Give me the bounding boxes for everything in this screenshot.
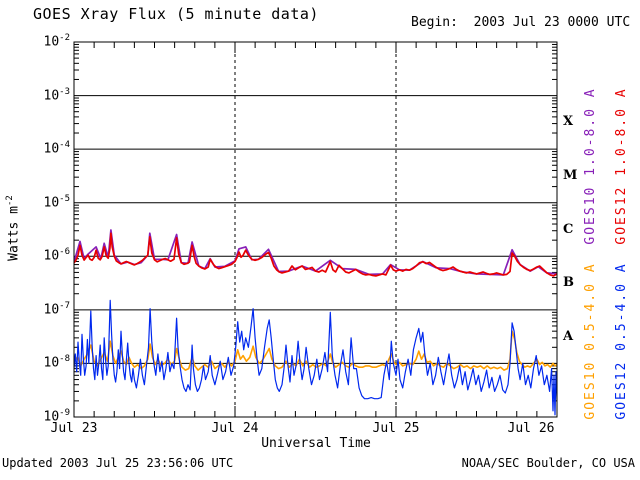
y-tick-label: 10-5 — [43, 193, 71, 211]
x-axis-label: Universal Time — [261, 436, 371, 451]
legend-goes12-long: GOES12 1.0-8.0 A — [613, 87, 629, 245]
x-tick-label: Jul 25 — [372, 421, 420, 436]
chart-title: GOES Xray Flux (5 minute data) — [33, 5, 319, 23]
x-tick-label: Jul 23 — [50, 421, 98, 436]
y-tick-label: 10-6 — [43, 247, 71, 264]
x-tick-label: Jul 24 — [211, 421, 259, 436]
x-tick-label: Jul 26 — [507, 421, 555, 436]
series-goes10-1-0-8-0-a — [74, 229, 557, 276]
series-goes12-1-0-8-0-a — [74, 232, 557, 277]
series-goes10-0-5-4-0-a — [74, 330, 557, 371]
y-tick-label: 10-8 — [43, 354, 71, 371]
y-tick-label: 10-9 — [43, 408, 71, 425]
flare-class-letter: A — [563, 328, 574, 344]
begin-timestamp: Begin: 2003 Jul 23 0000 UTC — [411, 15, 631, 30]
y-tick-label: 10-7 — [43, 300, 71, 318]
y-tick-label: 10-4 — [43, 140, 71, 157]
legend-goes10-short: GOES10 0.5-4.0 A — [582, 262, 598, 420]
y-tick-label: 10-3 — [43, 86, 71, 103]
noaa-credit: NOAA/SEC Boulder, CO USA — [461, 456, 635, 470]
plot-frame — [73, 41, 558, 418]
flare-class-letter: X — [563, 114, 574, 130]
flare-class-letter: C — [563, 221, 574, 237]
legend-goes12-short: GOES12 0.5-4.0 A — [613, 262, 629, 420]
flare-class-letter: M — [563, 167, 578, 183]
y-tick-label: 10-2 — [43, 33, 71, 50]
legend-goes10-long: GOES10 1.0-8.0 A — [582, 87, 598, 245]
series-goes12-0-5-4-0-a — [74, 299, 557, 416]
updated-timestamp: Updated 2003 Jul 25 23:56:06 UTC — [2, 456, 234, 470]
flare-class-letter: B — [563, 275, 574, 291]
